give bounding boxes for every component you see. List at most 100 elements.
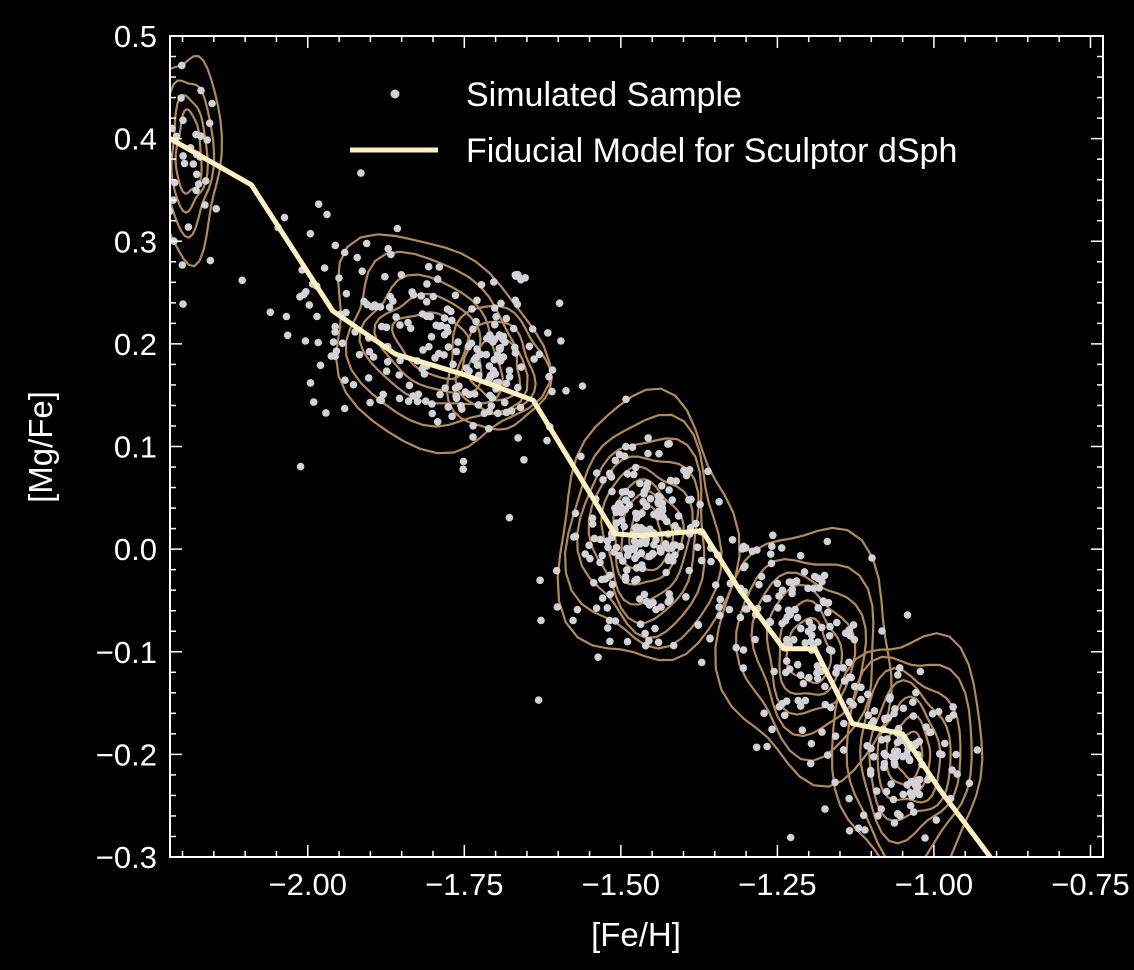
sample-point <box>280 213 289 222</box>
sample-point <box>953 770 961 778</box>
sample-point <box>763 742 771 751</box>
sample-point <box>465 367 473 375</box>
sample-point <box>413 397 422 406</box>
contour-line <box>876 695 942 804</box>
sample-point <box>342 289 351 298</box>
sample-point <box>642 597 651 606</box>
sample-point <box>306 229 315 238</box>
sample-point <box>331 241 340 250</box>
sample-point <box>813 674 822 683</box>
sample-point <box>818 577 826 586</box>
sample-point <box>528 325 537 333</box>
x-tick-label: −1.50 <box>582 867 660 902</box>
sample-point <box>868 554 876 562</box>
y-tick-label: −0.1 <box>96 635 157 670</box>
sample-point <box>934 707 943 716</box>
sample-point <box>314 200 323 208</box>
sample-point <box>808 631 816 639</box>
sample-point <box>383 358 392 366</box>
y-tick-label: 0.3 <box>114 224 157 259</box>
contour-line <box>868 678 952 823</box>
sample-point <box>704 467 712 476</box>
sample-point <box>588 520 597 528</box>
sample-point <box>641 539 650 548</box>
sample-point <box>170 178 179 187</box>
sample-point <box>505 373 514 381</box>
sample-point <box>793 660 802 669</box>
sample-point <box>571 509 580 518</box>
y-tick-label: 0.0 <box>114 532 157 567</box>
sample-point <box>422 298 431 306</box>
sample-point <box>869 717 878 725</box>
sample-point <box>820 598 828 607</box>
sample-point <box>605 616 614 625</box>
sample-point <box>644 434 652 442</box>
sample-point <box>282 312 291 321</box>
sample-point <box>631 463 640 472</box>
x-tick-label: −2.00 <box>269 867 347 902</box>
sample-point <box>623 470 632 478</box>
sample-point <box>870 753 878 761</box>
sample-point <box>694 621 703 629</box>
sample-point <box>948 766 956 774</box>
sample-point <box>654 492 662 501</box>
legend: Simulated Sample Fiducial Model for Scul… <box>350 76 957 170</box>
sample-point <box>796 551 805 560</box>
y-axis: −0.3 −0.2 −0.1 0.0 0.1 0.2 0.3 0.4 0.5 <box>96 19 1103 875</box>
sample-point <box>454 338 462 346</box>
sample-point <box>622 496 630 504</box>
sample-point <box>831 732 840 740</box>
sample-point <box>857 683 865 692</box>
sample-point <box>543 436 551 445</box>
fiducial-model-line <box>170 136 993 857</box>
sample-point <box>491 370 500 378</box>
sample-point <box>800 568 809 576</box>
sample-point <box>179 116 187 125</box>
sample-point <box>810 584 818 593</box>
sample-point <box>283 331 292 340</box>
sample-point <box>793 613 802 622</box>
contour-line <box>859 667 962 845</box>
sample-point <box>452 347 461 356</box>
sample-point <box>715 603 723 611</box>
sample-point <box>606 590 614 599</box>
sample-point <box>801 696 810 705</box>
sample-point <box>424 262 433 271</box>
sample-point <box>845 827 854 835</box>
sample-point <box>305 301 314 309</box>
sample-point <box>899 790 907 799</box>
sample-point <box>821 700 830 709</box>
sample-point <box>552 566 561 575</box>
sample-point <box>596 535 605 544</box>
sample-point <box>603 604 612 612</box>
sample-point <box>889 795 898 804</box>
sample-point <box>468 305 476 313</box>
sample-point <box>654 638 663 647</box>
sample-point <box>520 456 528 464</box>
sample-point <box>641 629 649 638</box>
sample-point <box>419 346 427 354</box>
sample-point <box>525 342 534 351</box>
sample-point <box>509 324 518 333</box>
sample-point <box>357 169 365 177</box>
y-axis-title: [Mg/Fe] <box>22 391 59 503</box>
sample-point <box>469 433 477 441</box>
sample-point <box>477 281 486 289</box>
y-tick-label: 0.4 <box>114 122 157 157</box>
sample-point <box>823 537 832 546</box>
sample-point <box>426 312 435 321</box>
sample-point <box>797 624 805 633</box>
sample-point <box>632 525 641 533</box>
sample-point <box>573 605 582 614</box>
sample-point <box>775 702 784 711</box>
sample-point <box>637 549 645 557</box>
sample-point <box>208 99 216 108</box>
sample-point <box>238 276 246 285</box>
sample-point <box>320 264 329 272</box>
sample-point <box>814 667 822 676</box>
sample-point <box>365 347 374 356</box>
sample-point <box>364 374 373 382</box>
sample-point <box>444 403 453 411</box>
sample-point <box>674 512 683 520</box>
sample-point <box>329 338 338 346</box>
